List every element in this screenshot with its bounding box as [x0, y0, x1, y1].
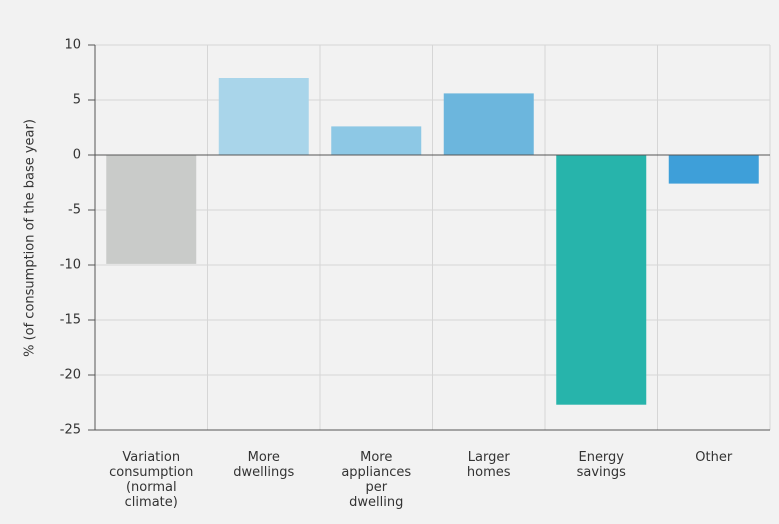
- x-tick-line: climate): [125, 495, 178, 510]
- x-tick-line: Energy: [578, 450, 624, 465]
- y-tick-label: 5: [73, 93, 81, 108]
- bar: [218, 78, 309, 155]
- x-tick-line: per: [365, 480, 387, 495]
- x-tick-line: dwellings: [233, 465, 294, 480]
- bar: [331, 126, 422, 155]
- y-tick-label: 10: [64, 38, 81, 53]
- x-tick-label: Other: [695, 450, 733, 465]
- x-tick-label: More dwellings: [233, 450, 294, 480]
- x-tick-label: Variation consumption (normal climate): [109, 450, 193, 510]
- bar: [106, 155, 197, 264]
- x-tick-line: dwelling: [349, 495, 403, 510]
- bar: [668, 155, 759, 184]
- y-tick-label: -15: [60, 313, 81, 328]
- y-tick-label: 0: [73, 148, 81, 163]
- y-tick-label: -20: [60, 368, 81, 383]
- y-tick-label: -5: [68, 203, 81, 218]
- x-tick-line: Other: [695, 450, 733, 465]
- y-axis-label: % (of consumption of the base year): [23, 119, 38, 357]
- x-tick-line: consumption: [109, 465, 193, 480]
- bar: [556, 155, 647, 405]
- y-tick-label: -25: [60, 423, 81, 438]
- x-tick-line: More: [248, 450, 280, 465]
- bar: [443, 93, 534, 155]
- x-tick-line: homes: [467, 465, 511, 480]
- x-tick-line: Variation: [122, 450, 180, 465]
- x-tick-line: savings: [577, 465, 627, 480]
- y-tick-label: -10: [60, 258, 81, 273]
- x-tick-line: appliances: [341, 465, 411, 480]
- x-tick-label: Larger homes: [467, 450, 511, 480]
- x-tick-label: More appliances per dwelling: [341, 450, 411, 510]
- x-tick-line: More: [360, 450, 392, 465]
- x-tick-label: Energy savings: [577, 450, 627, 480]
- x-tick-line: (normal: [126, 480, 177, 495]
- x-tick-line: Larger: [468, 450, 511, 465]
